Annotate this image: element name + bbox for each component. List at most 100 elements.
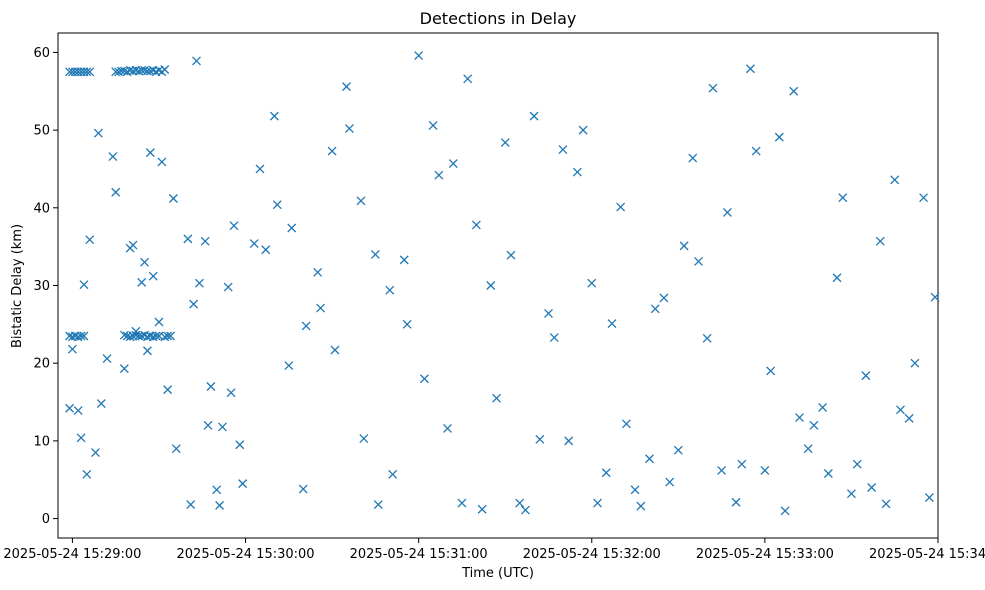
data-point-marker — [919, 193, 929, 203]
data-point-marker — [192, 56, 201, 66]
data-point-marker — [702, 333, 712, 343]
data-point-marker — [463, 74, 473, 84]
data-point-marker — [137, 277, 147, 287]
x-tick-label: 2025-05-24 15:29:00 — [3, 547, 141, 562]
plot-area-frame — [57, 32, 939, 539]
data-point-marker — [593, 498, 603, 508]
data-point-marker — [142, 346, 152, 356]
data-point-marker — [140, 257, 150, 267]
data-point-marker — [717, 465, 727, 475]
data-point-marker — [636, 501, 646, 511]
data-point-marker — [722, 208, 732, 217]
data-point-marker — [587, 278, 597, 288]
data-point-marker — [520, 505, 530, 515]
x-tick-label: 2025-05-24 15:31:00 — [350, 547, 488, 562]
data-point-marker — [803, 444, 813, 454]
data-point-marker — [163, 385, 173, 395]
data-point-marker — [102, 354, 112, 363]
data-point-marker — [344, 124, 354, 134]
data-point-marker — [330, 345, 340, 355]
data-point-marker — [287, 223, 297, 233]
data-point-marker — [203, 420, 213, 430]
y-axis-label: Bistatic Delay (km) — [10, 224, 25, 348]
data-point-marker — [76, 331, 86, 341]
data-point-marker — [544, 309, 553, 318]
x-tick-label: 2025-05-24 15:32:00 — [523, 547, 661, 562]
y-tick-label: 10 — [33, 434, 50, 449]
data-point-marker — [572, 167, 582, 177]
data-point-marker — [111, 187, 121, 197]
data-point-marker — [861, 371, 871, 381]
data-point-marker — [890, 175, 900, 185]
x-tick-label: 2025-05-24 15:33:00 — [696, 547, 834, 562]
data-point-marker — [108, 152, 118, 161]
data-point-marker — [183, 234, 193, 244]
data-point-marker — [443, 423, 452, 433]
data-point-marker — [96, 399, 106, 409]
data-point-marker — [457, 498, 467, 508]
data-point-marker — [881, 499, 891, 509]
data-point-marker — [154, 317, 164, 327]
data-point-marker — [832, 273, 842, 283]
data-point-marker — [67, 344, 77, 354]
data-markers — [65, 51, 940, 516]
y-tick-label: 60 — [33, 46, 50, 61]
data-point-marker — [186, 500, 196, 510]
data-point-marker — [342, 82, 351, 92]
data-point-marker — [731, 497, 741, 507]
data-point-marker — [506, 250, 516, 260]
data-point-marker — [852, 459, 862, 469]
data-point-marker — [298, 484, 308, 494]
data-point-marker — [760, 465, 770, 475]
data-point-marker — [212, 485, 222, 495]
data-point-marker — [601, 468, 611, 478]
data-point-marker — [428, 120, 438, 130]
data-point-marker — [529, 111, 539, 121]
data-point-marker — [157, 157, 167, 167]
data-point-marker — [402, 319, 412, 329]
data-point-marker — [924, 493, 934, 503]
data-point-marker — [385, 285, 395, 295]
data-point-marker — [148, 271, 158, 281]
y-tick-label: 0 — [42, 512, 50, 527]
data-point-marker — [151, 331, 161, 341]
data-point-marker — [223, 282, 233, 292]
data-point-marker — [272, 200, 282, 210]
data-point-marker — [867, 483, 877, 492]
data-point-marker — [500, 138, 510, 148]
data-point-marker — [284, 361, 294, 370]
data-point-marker — [356, 196, 366, 206]
data-point-marker — [549, 333, 559, 343]
data-point-marker — [269, 111, 279, 121]
data-point-marker — [688, 153, 698, 163]
data-point-marker — [414, 51, 424, 60]
data-point-marker — [79, 280, 89, 290]
data-point-marker — [578, 125, 588, 135]
data-point-marker — [73, 406, 83, 416]
data-point-marker — [910, 358, 920, 368]
data-point-marker — [119, 364, 129, 374]
data-point-marker — [930, 292, 940, 302]
data-point-marker — [226, 388, 236, 398]
data-point-marker — [93, 128, 103, 138]
data-point-marker — [616, 202, 626, 212]
data-point-marker — [249, 239, 259, 249]
x-axis-label: Time (UTC) — [461, 566, 534, 581]
data-point-marker — [650, 304, 660, 314]
data-point-marker — [774, 132, 784, 142]
data-point-marker — [564, 436, 574, 446]
data-point-marker — [558, 145, 568, 154]
data-point-marker — [327, 146, 337, 156]
data-point-marker — [809, 420, 819, 430]
data-point-marker — [766, 366, 776, 376]
data-point-marker — [79, 331, 89, 341]
data-point-marker — [737, 459, 747, 469]
data-point-marker — [659, 293, 669, 303]
data-point-marker — [316, 303, 326, 313]
data-point-marker — [301, 321, 311, 331]
data-point-marker — [168, 194, 178, 203]
data-point-marker — [673, 445, 683, 455]
data-point-marker — [645, 454, 654, 464]
data-point-marker — [189, 299, 199, 309]
